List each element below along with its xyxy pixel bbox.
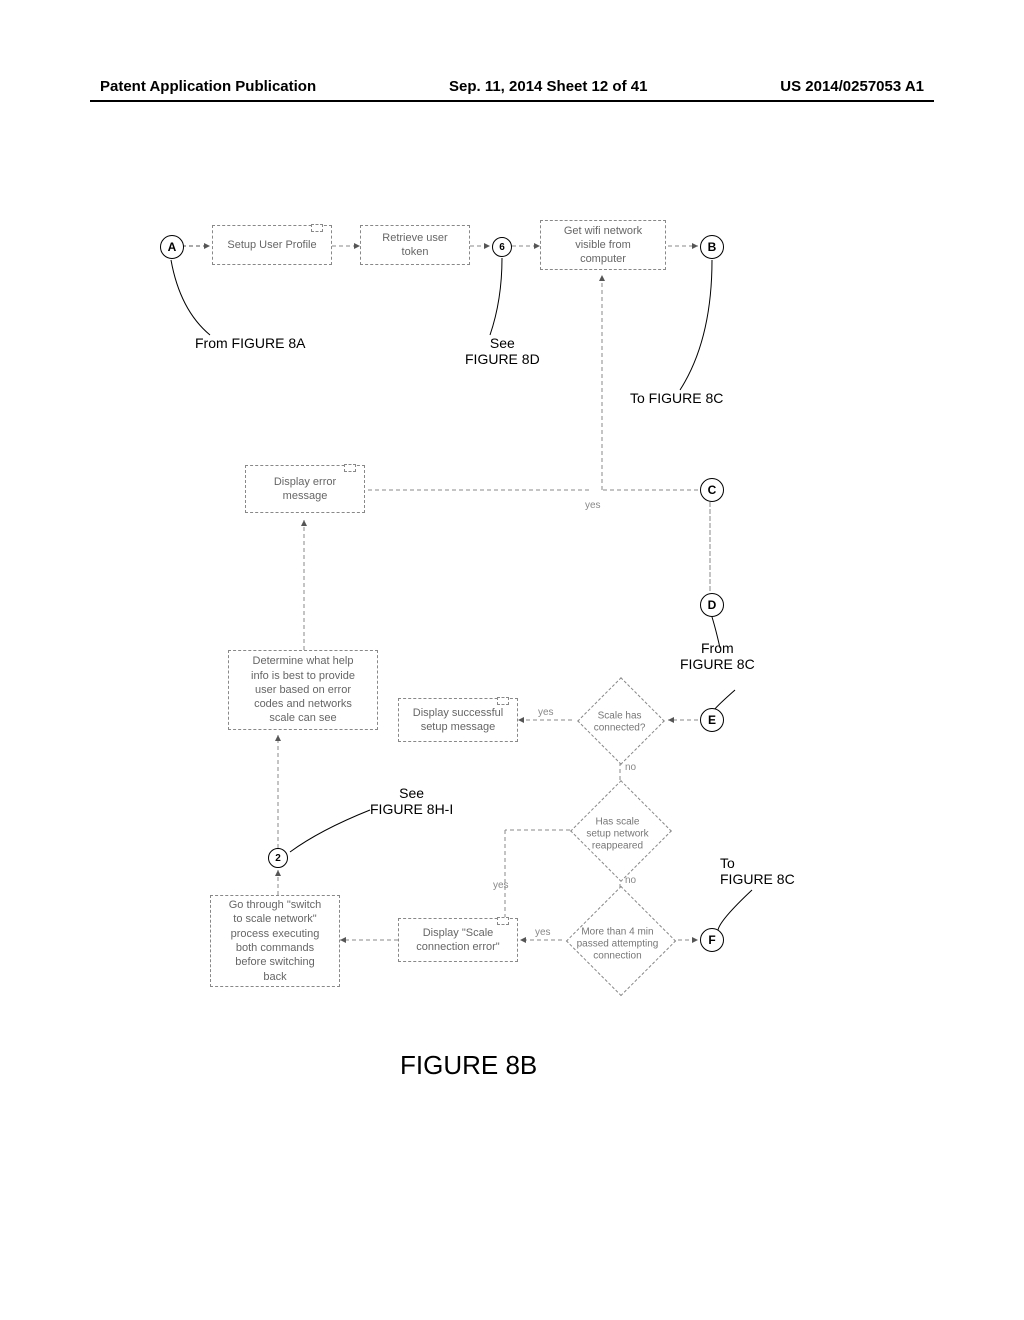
connector-2: 2 bbox=[268, 848, 288, 868]
connector-a: A bbox=[160, 235, 184, 259]
edge-yes-2: yes bbox=[538, 707, 554, 718]
connector-b: B bbox=[700, 235, 724, 259]
edge-no-1: no bbox=[625, 762, 636, 773]
label-from-8c: From FIGURE 8C bbox=[680, 640, 755, 672]
diamond-reappeared: Has scale setup network reappeared bbox=[570, 780, 672, 882]
header-center: Sep. 11, 2014 Sheet 12 of 41 bbox=[449, 78, 647, 95]
edge-yes-4: yes bbox=[535, 927, 551, 938]
page-header: Patent Application Publication Sep. 11, … bbox=[0, 78, 1024, 95]
label-to-8c-2: To FIGURE 8C bbox=[720, 855, 795, 887]
box-setup-profile: Setup User Profile bbox=[212, 225, 332, 265]
connector-6: 6 bbox=[492, 237, 512, 257]
header-left: Patent Application Publication bbox=[100, 78, 316, 95]
connector-d: D bbox=[700, 593, 724, 617]
box-determine-help: Determine what help info is best to prov… bbox=[228, 650, 378, 730]
box-display-error: Display error message bbox=[245, 465, 365, 513]
box-go-through: Go through "switch to scale network" pro… bbox=[210, 895, 340, 987]
header-right: US 2014/0257053 A1 bbox=[780, 78, 924, 95]
diamond-4min: More than 4 min passed attempting connec… bbox=[566, 886, 676, 996]
box-get-wifi: Get wifi network visible from computer bbox=[540, 220, 666, 270]
label-see-8d: See FIGURE 8D bbox=[465, 335, 540, 367]
edge-no-2: no bbox=[625, 875, 636, 886]
connector-f: F bbox=[700, 928, 724, 952]
header-rule bbox=[90, 100, 934, 102]
diamond-scale-connected: Scale has connected? bbox=[577, 677, 665, 765]
box-retrieve-token: Retrieve user token bbox=[360, 225, 470, 265]
edge-yes-3: yes bbox=[493, 880, 509, 891]
label-see-8hi: See FIGURE 8H-I bbox=[370, 785, 453, 817]
flowchart: A Setup User Profile Retrieve user token… bbox=[0, 180, 1024, 1180]
label-from-8a: From FIGURE 8A bbox=[195, 335, 305, 351]
box-display-scale-error: Display "Scale connection error" bbox=[398, 918, 518, 962]
connector-c: C bbox=[700, 478, 724, 502]
edges bbox=[0, 180, 1024, 1180]
connector-e: E bbox=[700, 708, 724, 732]
label-to-8c-1: To FIGURE 8C bbox=[630, 390, 723, 406]
figure-title: FIGURE 8B bbox=[400, 1050, 537, 1081]
box-display-success: Display successful setup message bbox=[398, 698, 518, 742]
edge-yes-1: yes bbox=[585, 500, 601, 511]
